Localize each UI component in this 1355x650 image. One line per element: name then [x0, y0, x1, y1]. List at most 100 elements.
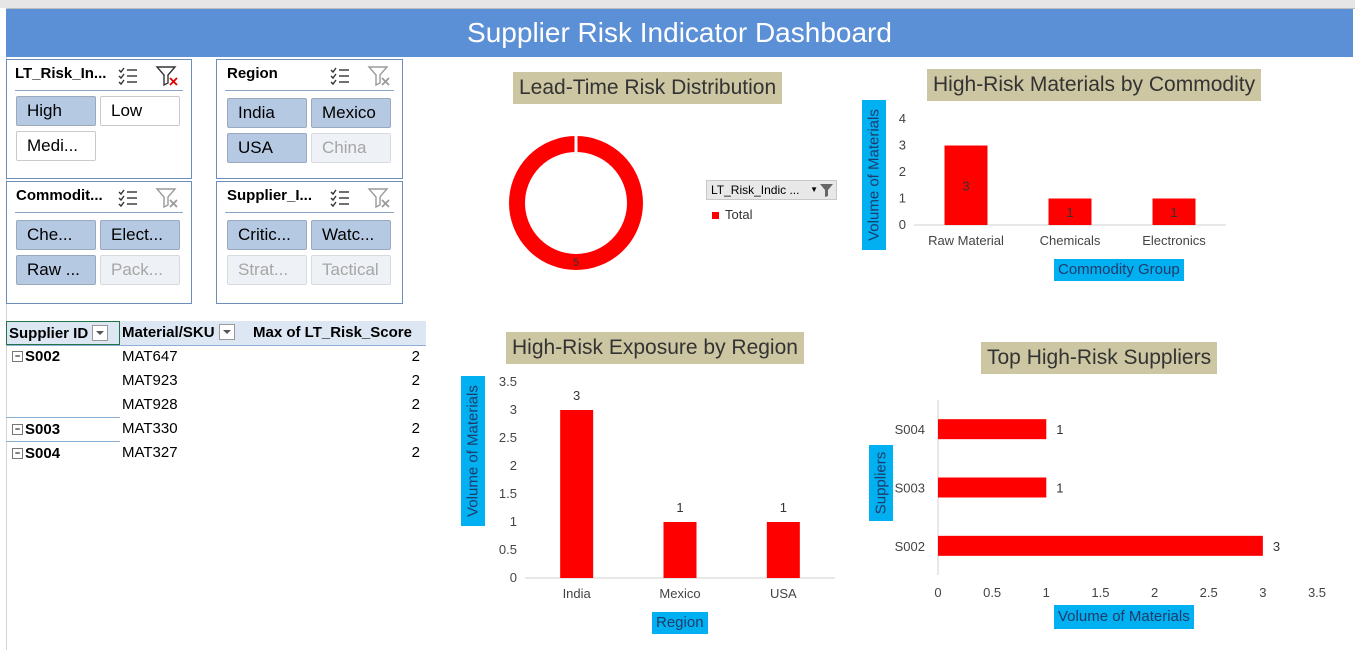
clear-filter-icon[interactable]	[155, 187, 179, 209]
y-tick-label: 2	[510, 458, 517, 473]
filter-icon	[820, 184, 833, 197]
slicer-item-china[interactable]: China	[311, 133, 391, 163]
slicer-item-watch[interactable]: Watc...	[311, 220, 391, 250]
bar-data-label: 1	[1170, 205, 1177, 220]
x-tick-label: Chemicals	[1040, 233, 1101, 248]
legend-field-label: LT_Risk_Indic ...	[711, 183, 800, 197]
y-tick-label: 3	[899, 138, 906, 153]
slicer-item-mexico[interactable]: Mexico	[311, 98, 391, 128]
clear-filter-icon[interactable]	[367, 65, 391, 87]
supplier-id: S002	[25, 348, 61, 365]
slicer-item-packaging[interactable]: Pack...	[100, 255, 180, 285]
collapse-icon[interactable]: −	[12, 423, 23, 435]
legend-swatch	[712, 212, 719, 219]
slicer-item-strategic[interactable]: Strat...	[227, 255, 307, 285]
bar	[560, 410, 594, 578]
bar	[766, 522, 800, 578]
supplier-id: S004	[25, 445, 61, 462]
y-tick-label: 3	[510, 402, 517, 417]
slicer-title: Supplier_I...	[227, 187, 313, 204]
slicer-region[interactable]: Region India Mexico USA China	[216, 59, 403, 179]
bar	[663, 522, 697, 578]
pivot-supplier-cell[interactable]: − S002	[6, 345, 120, 369]
bar-data-label: 1	[1056, 481, 1063, 496]
clear-filter-icon[interactable]	[367, 187, 391, 209]
pivot-header-score: Max of LT_Risk_Score	[253, 324, 412, 341]
bar	[1152, 198, 1196, 225]
slicer-lt-risk[interactable]: LT_Risk_In... High Low Medi...	[6, 59, 192, 179]
bar-data-label: 1	[676, 500, 683, 515]
axis-title-x-region: Region	[652, 612, 708, 634]
slicer-commodity[interactable]: Commodit... Che... Elect... Raw ... Pack…	[6, 181, 192, 304]
y-tick-label: 2	[899, 164, 906, 179]
slicer-title: Region	[227, 65, 278, 82]
multi-select-icon[interactable]	[117, 66, 139, 86]
multi-select-icon[interactable]	[329, 66, 351, 86]
x-tick-label: 3.5	[1308, 585, 1326, 600]
chart-title-commodity: High-Risk Materials by Commodity	[927, 69, 1262, 101]
axis-title-y-suppliers: Suppliers	[869, 445, 893, 521]
clear-filter-icon[interactable]	[155, 65, 179, 87]
legend-entry-total: Total	[712, 207, 752, 222]
region-bar-chart: 0 0.5 1 1.5 2 2.5 3 3.5 3 India 1 Mexico 1 USA	[499, 374, 835, 601]
x-tick-label: Electronics	[1142, 233, 1206, 248]
supplier-id: S003	[25, 421, 61, 438]
pivot-supplier-cell[interactable]: − S003	[6, 417, 120, 441]
legend-field-button[interactable]: LT_Risk_Indic ... ▼	[706, 180, 837, 200]
donut-chart: 5	[509, 135, 643, 270]
commodity-bar-chart: 0 1 2 3 4 3 Raw Material 1 Chemicals 1 Electronics	[899, 111, 1226, 248]
axis-title-text: Volume of Materials	[865, 109, 883, 241]
filter-dropdown-icon[interactable]	[92, 325, 109, 342]
pivot-score-cell: 2	[411, 444, 420, 461]
collapse-icon[interactable]: −	[12, 447, 23, 459]
x-tick-label: Mexico	[659, 586, 700, 601]
pivot-header-row	[6, 321, 426, 346]
bar-data-label: 1	[1066, 205, 1073, 220]
slicer-supplier[interactable]: Supplier_I... Critic... Watc... Strat...…	[216, 181, 403, 304]
pivot-score-cell: 2	[411, 348, 420, 365]
multi-select-icon[interactable]	[329, 188, 351, 208]
y-tick-label: 0	[899, 217, 906, 232]
slicer-item-india[interactable]: India	[227, 98, 307, 128]
supplier-bar-chart: 0 0.5 1 1.5 2 2.5 3 3.5 1 S004 1 S003 3 S002	[895, 400, 1326, 600]
x-tick-label: 0	[934, 585, 941, 600]
slicer-item-electronics[interactable]: Elect...	[100, 220, 180, 250]
axis-title-y-region: Volume of Materials	[461, 376, 485, 526]
slicer-title: Commodit...	[16, 187, 103, 204]
y-tick-label: S004	[895, 422, 925, 437]
bar-data-label: 1	[780, 500, 787, 515]
multi-select-icon[interactable]	[117, 188, 139, 208]
bar-data-label: 3	[573, 388, 580, 403]
pivot-supplier-cell[interactable]: − S004	[6, 441, 120, 465]
collapse-icon[interactable]: −	[12, 350, 23, 362]
bar	[938, 477, 1047, 498]
pivot-header-material[interactable]: Material/SKU	[122, 321, 235, 345]
x-tick-label: 1	[1043, 585, 1050, 600]
bar	[944, 145, 988, 225]
slicer-item-medium[interactable]: Medi...	[16, 131, 96, 161]
slicer-item-critical[interactable]: Critic...	[227, 220, 307, 250]
slicer-title: LT_Risk_In...	[15, 65, 107, 82]
chart-title-lead-time: Lead-Time Risk Distribution	[513, 72, 783, 104]
column-header-strip	[0, 0, 1355, 9]
dropdown-arrow-icon: ▼	[810, 185, 818, 194]
slicer-item-raw-material[interactable]: Raw ...	[16, 255, 96, 285]
slicer-divider	[15, 212, 183, 213]
slicer-item-low[interactable]: Low	[100, 96, 180, 126]
bar	[938, 535, 1263, 556]
y-tick-label: 3.5	[499, 374, 517, 389]
filter-dropdown-icon[interactable]	[218, 324, 235, 341]
pivot-header-supplier-id[interactable]: Supplier ID	[6, 321, 120, 345]
chart-title-suppliers: Top High-Risk Suppliers	[981, 342, 1218, 374]
x-tick-label: 0.5	[983, 585, 1001, 600]
slicer-item-chemicals[interactable]: Che...	[16, 220, 96, 250]
bar	[938, 419, 1047, 440]
slicer-item-high[interactable]: High	[16, 96, 96, 126]
slicer-item-tactical[interactable]: Tactical	[311, 255, 391, 285]
slicer-item-usa[interactable]: USA	[227, 133, 307, 163]
bar-data-label: 3	[1273, 539, 1280, 554]
y-tick-label: 1.5	[499, 486, 517, 501]
x-tick-label: USA	[770, 586, 797, 601]
x-tick-label: 2.5	[1200, 585, 1218, 600]
x-tick-label: 3	[1259, 585, 1266, 600]
